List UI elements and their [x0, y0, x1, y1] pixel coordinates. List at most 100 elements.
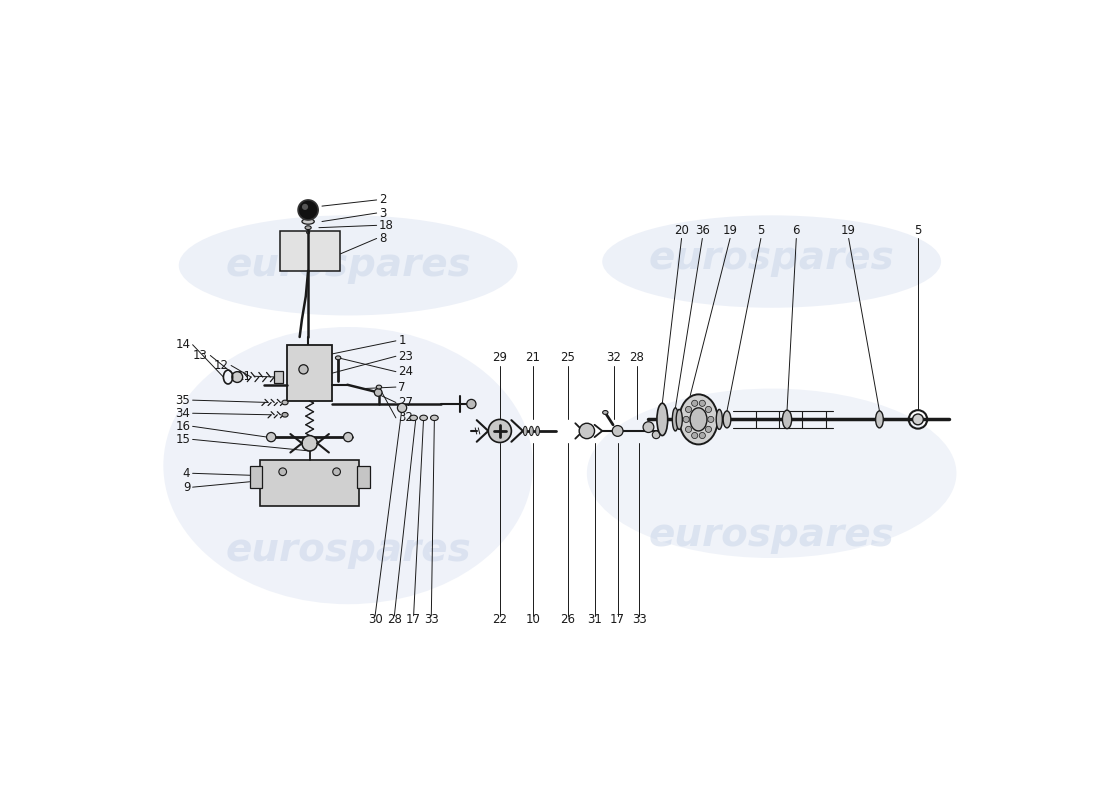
Text: 36: 36 — [695, 224, 710, 238]
Ellipse shape — [430, 415, 438, 421]
Text: 26: 26 — [560, 613, 575, 626]
Ellipse shape — [163, 327, 534, 604]
Text: 29: 29 — [493, 351, 507, 364]
Ellipse shape — [723, 411, 730, 428]
Text: 11: 11 — [236, 370, 252, 382]
Text: 20: 20 — [674, 224, 689, 238]
Text: eurospares: eurospares — [226, 531, 471, 570]
Ellipse shape — [603, 410, 608, 414]
Text: 12: 12 — [213, 359, 229, 372]
Circle shape — [232, 372, 243, 382]
Circle shape — [707, 416, 714, 422]
Circle shape — [685, 426, 692, 433]
Text: 13: 13 — [194, 349, 208, 362]
Text: 23: 23 — [398, 350, 414, 362]
Text: 8: 8 — [378, 232, 386, 245]
Circle shape — [579, 423, 595, 438]
Ellipse shape — [305, 226, 311, 230]
Circle shape — [692, 400, 697, 406]
Text: 17: 17 — [406, 613, 421, 626]
Ellipse shape — [178, 215, 517, 315]
Ellipse shape — [536, 426, 539, 435]
Circle shape — [685, 406, 692, 413]
Ellipse shape — [282, 413, 288, 417]
Bar — [280, 230, 341, 270]
Circle shape — [683, 416, 690, 422]
Circle shape — [466, 399, 476, 409]
Text: 14: 14 — [175, 338, 190, 351]
Text: 22: 22 — [493, 613, 507, 626]
Circle shape — [266, 433, 276, 442]
Text: 5: 5 — [757, 224, 764, 238]
Circle shape — [613, 426, 623, 436]
Ellipse shape — [876, 411, 883, 428]
Circle shape — [913, 414, 923, 425]
Text: 18: 18 — [378, 219, 394, 232]
Circle shape — [343, 433, 353, 442]
Ellipse shape — [672, 408, 679, 431]
Ellipse shape — [307, 230, 310, 234]
Text: 3: 3 — [378, 206, 386, 219]
Text: 32: 32 — [606, 351, 621, 364]
Circle shape — [705, 426, 712, 433]
Ellipse shape — [690, 408, 707, 431]
Ellipse shape — [782, 410, 792, 429]
Ellipse shape — [420, 415, 428, 421]
Circle shape — [374, 389, 382, 396]
Bar — [274, 371, 284, 383]
Text: 30: 30 — [367, 613, 383, 626]
Text: 31: 31 — [587, 613, 602, 626]
Text: 6: 6 — [792, 224, 800, 238]
Text: 28: 28 — [387, 613, 402, 626]
Text: 7: 7 — [398, 381, 406, 394]
Text: 16: 16 — [175, 420, 190, 433]
Circle shape — [397, 403, 407, 413]
Circle shape — [705, 406, 712, 413]
Circle shape — [700, 400, 705, 406]
Text: 2: 2 — [378, 194, 386, 206]
Ellipse shape — [529, 426, 534, 435]
Text: 21: 21 — [526, 351, 540, 364]
Text: eurospares: eurospares — [649, 238, 894, 277]
Text: 32: 32 — [398, 411, 414, 424]
Circle shape — [700, 433, 705, 438]
Bar — [358, 466, 370, 488]
Text: 1: 1 — [398, 334, 406, 347]
Ellipse shape — [409, 415, 418, 421]
Ellipse shape — [524, 426, 527, 435]
Text: 9: 9 — [183, 481, 190, 494]
Text: 27: 27 — [398, 396, 414, 409]
Ellipse shape — [716, 410, 723, 430]
Text: 35: 35 — [176, 394, 190, 406]
Ellipse shape — [603, 215, 942, 308]
Circle shape — [692, 433, 697, 438]
Ellipse shape — [376, 385, 382, 389]
Text: 19: 19 — [842, 224, 856, 238]
Ellipse shape — [657, 403, 668, 435]
Ellipse shape — [680, 394, 717, 445]
Circle shape — [279, 468, 287, 476]
Text: 19: 19 — [723, 224, 738, 238]
Circle shape — [301, 204, 308, 210]
Ellipse shape — [301, 219, 315, 224]
Circle shape — [332, 468, 341, 476]
Circle shape — [644, 422, 653, 433]
Text: 34: 34 — [175, 406, 190, 420]
Bar — [261, 460, 359, 506]
Circle shape — [299, 365, 308, 374]
Bar — [250, 466, 262, 488]
Text: 10: 10 — [526, 613, 540, 626]
Text: 5: 5 — [914, 224, 922, 238]
Text: 33: 33 — [424, 613, 439, 626]
Text: 33: 33 — [631, 613, 647, 626]
Text: 17: 17 — [610, 613, 625, 626]
Circle shape — [298, 200, 318, 220]
Text: 28: 28 — [629, 351, 645, 364]
Circle shape — [652, 431, 660, 438]
Bar — [287, 346, 332, 401]
Text: 25: 25 — [560, 351, 575, 364]
Text: eurospares: eurospares — [226, 246, 471, 284]
Text: 4: 4 — [183, 467, 190, 480]
Ellipse shape — [282, 400, 288, 405]
Text: eurospares: eurospares — [649, 516, 894, 554]
